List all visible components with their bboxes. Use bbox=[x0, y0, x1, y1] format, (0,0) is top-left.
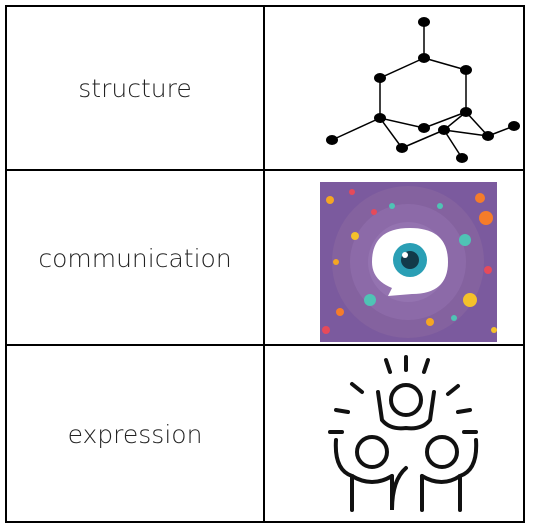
cell-label: structure bbox=[78, 74, 191, 103]
communication-image bbox=[320, 182, 497, 342]
expression-icon bbox=[328, 355, 479, 512]
cell-label: communication bbox=[38, 244, 231, 273]
table-borders bbox=[5, 5, 525, 523]
cell-label: expression bbox=[68, 420, 203, 449]
molecule-icon bbox=[326, 17, 520, 163]
